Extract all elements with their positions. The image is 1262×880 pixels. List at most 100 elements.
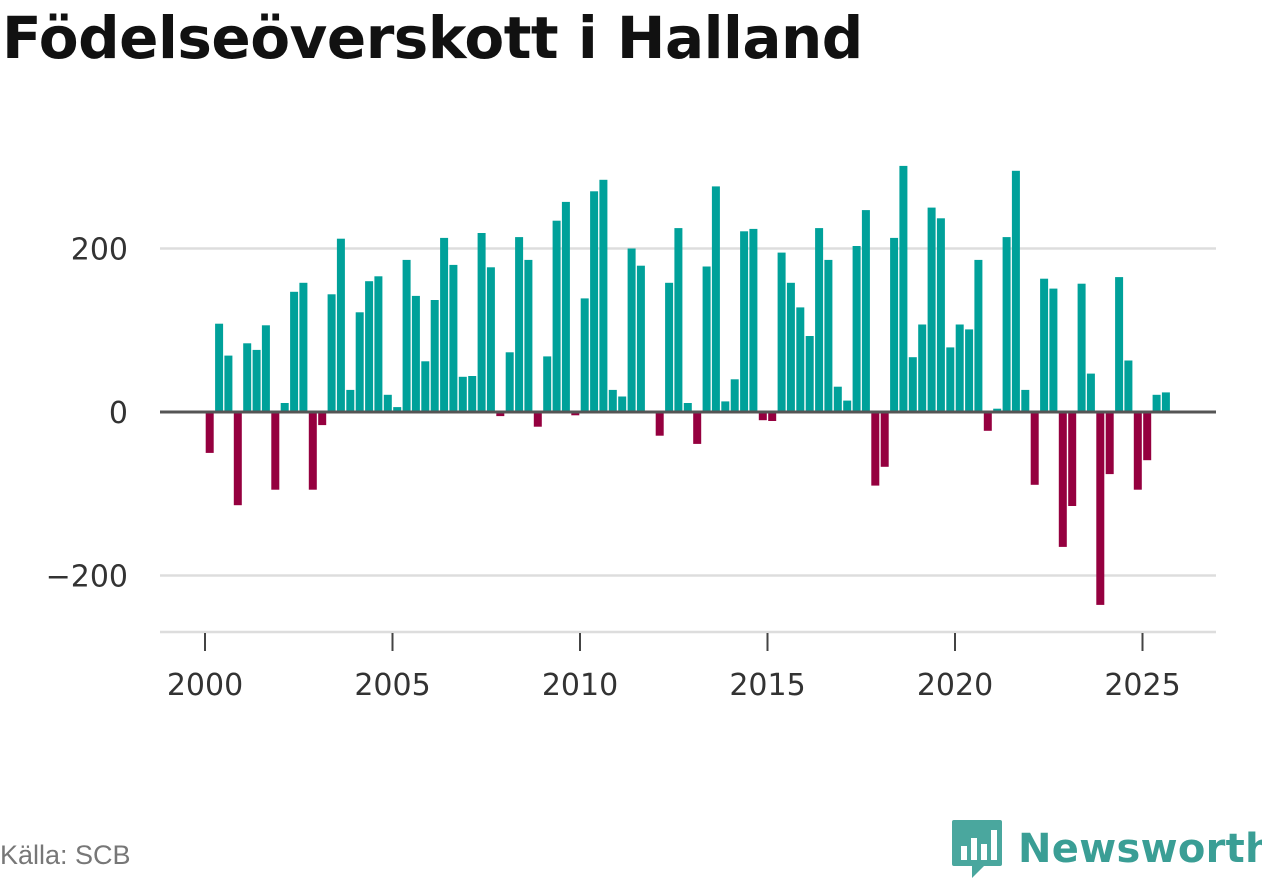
bar-2002Q2 <box>290 291 299 412</box>
bar-2010Q3 <box>599 179 608 412</box>
bar-2012Q3 <box>674 228 683 412</box>
grid-lines <box>160 247 1216 577</box>
bar-2003Q2 <box>327 294 336 412</box>
bar-2006Q4 <box>458 376 467 412</box>
bar-2011Q2 <box>627 248 636 412</box>
bar-2007Q3 <box>486 267 495 412</box>
bar-2010Q4 <box>608 389 617 412</box>
bar-2024Q2 <box>1115 277 1124 412</box>
bar-2000Q2 <box>215 323 224 412</box>
bar-2025Q1 <box>1143 412 1152 461</box>
bar-2025Q2 <box>1152 394 1161 412</box>
bar-2014Q2 <box>740 231 749 412</box>
bar-2003Q3 <box>336 238 345 412</box>
bar-2015Q4 <box>796 307 805 412</box>
x-tick-label: 2005 <box>354 668 430 703</box>
bar-2020Q1 <box>955 324 964 412</box>
bar-2014Q1 <box>730 379 739 412</box>
bars <box>205 165 1170 605</box>
y-tick-label: −200 <box>46 560 128 595</box>
bar-2005Q1 <box>393 407 402 412</box>
bar-2002Q3 <box>299 282 308 412</box>
y-tick-label: 0 <box>109 396 128 431</box>
brand-name: Newsworthy <box>1018 826 1262 872</box>
bar-2009Q1 <box>543 356 552 412</box>
bar-2008Q2 <box>515 237 524 412</box>
bar-2005Q3 <box>411 295 420 412</box>
bar-2025Q3 <box>1161 392 1170 412</box>
bar-2020Q3 <box>974 259 983 412</box>
bar-2022Q4 <box>1058 412 1067 547</box>
bar-2008Q1 <box>505 352 514 412</box>
source-note: Källa: SCB <box>0 840 131 870</box>
x-tick-label: 2025 <box>1104 668 1180 703</box>
bar-2019Q3 <box>936 218 945 412</box>
bar-2000Q1 <box>205 412 214 453</box>
bar-2021Q1 <box>993 408 1002 412</box>
bar-2004Q1 <box>355 312 364 412</box>
bar-2012Q4 <box>683 403 692 412</box>
bar-2009Q2 <box>552 220 561 412</box>
bar-2007Q4 <box>496 412 505 417</box>
bar-2022Q1 <box>1030 412 1039 485</box>
bar-2016Q3 <box>824 259 833 412</box>
bar-2021Q2 <box>1002 237 1011 412</box>
bar-2023Q2 <box>1077 283 1086 412</box>
bar-2013Q1 <box>693 412 702 444</box>
bar-2023Q4 <box>1096 412 1105 605</box>
bar-2023Q1 <box>1068 412 1077 506</box>
bar-chart-speech-bubble-icon <box>952 820 1002 878</box>
chart-title: Födelseöverskott i Halland <box>2 4 863 72</box>
bar-2013Q2 <box>702 266 711 412</box>
bar-2008Q3 <box>524 259 533 412</box>
bar-2007Q1 <box>468 376 477 412</box>
bar-2013Q4 <box>721 401 730 412</box>
bar-2016Q1 <box>805 336 814 412</box>
bar-2015Q2 <box>777 252 786 412</box>
bar-2006Q1 <box>430 300 439 412</box>
bar-2005Q2 <box>402 259 411 412</box>
bar-2023Q3 <box>1086 373 1095 412</box>
bar-2021Q3 <box>1011 170 1020 412</box>
bar-2004Q3 <box>374 276 383 412</box>
bar-2017Q1 <box>843 400 852 412</box>
x-tick-label: 2000 <box>167 668 243 703</box>
bar-2014Q3 <box>749 228 758 412</box>
bar-2005Q4 <box>421 361 430 412</box>
bar-2001Q4 <box>271 412 280 490</box>
bar-2022Q3 <box>1049 288 1058 412</box>
bar-2017Q2 <box>852 246 861 412</box>
bar-2018Q1 <box>880 412 889 467</box>
bar-2018Q4 <box>908 357 917 412</box>
bar-2012Q2 <box>665 282 674 412</box>
bar-2019Q2 <box>927 207 936 412</box>
bar-2001Q3 <box>261 325 270 412</box>
bar-2017Q3 <box>861 210 870 412</box>
bar-2006Q3 <box>449 264 458 412</box>
bar-2004Q4 <box>383 394 392 412</box>
bar-2007Q2 <box>477 233 486 412</box>
bar-2014Q4 <box>758 412 767 421</box>
bar-2001Q1 <box>243 343 252 412</box>
bar-2024Q1 <box>1105 412 1114 475</box>
bar-2015Q3 <box>786 282 795 412</box>
bar-2002Q4 <box>308 412 317 490</box>
bar-2009Q4 <box>571 412 580 416</box>
bar-2000Q3 <box>224 355 233 412</box>
bar-2011Q3 <box>636 265 645 412</box>
bar-2019Q1 <box>918 324 927 412</box>
bar-2001Q2 <box>252 349 261 412</box>
bar-2024Q4 <box>1133 412 1142 490</box>
bar-2002Q1 <box>280 403 289 412</box>
x-tick-label: 2015 <box>729 668 805 703</box>
bar-2013Q3 <box>711 186 720 412</box>
y-tick-label: 200 <box>71 233 128 268</box>
bar-2018Q3 <box>899 165 908 412</box>
bar-2015Q1 <box>768 412 777 421</box>
bar-2020Q2 <box>965 329 974 412</box>
bar-2003Q1 <box>318 412 327 426</box>
brand-logo: Newsworthy <box>950 818 1262 880</box>
x-tick-label: 2020 <box>917 668 993 703</box>
